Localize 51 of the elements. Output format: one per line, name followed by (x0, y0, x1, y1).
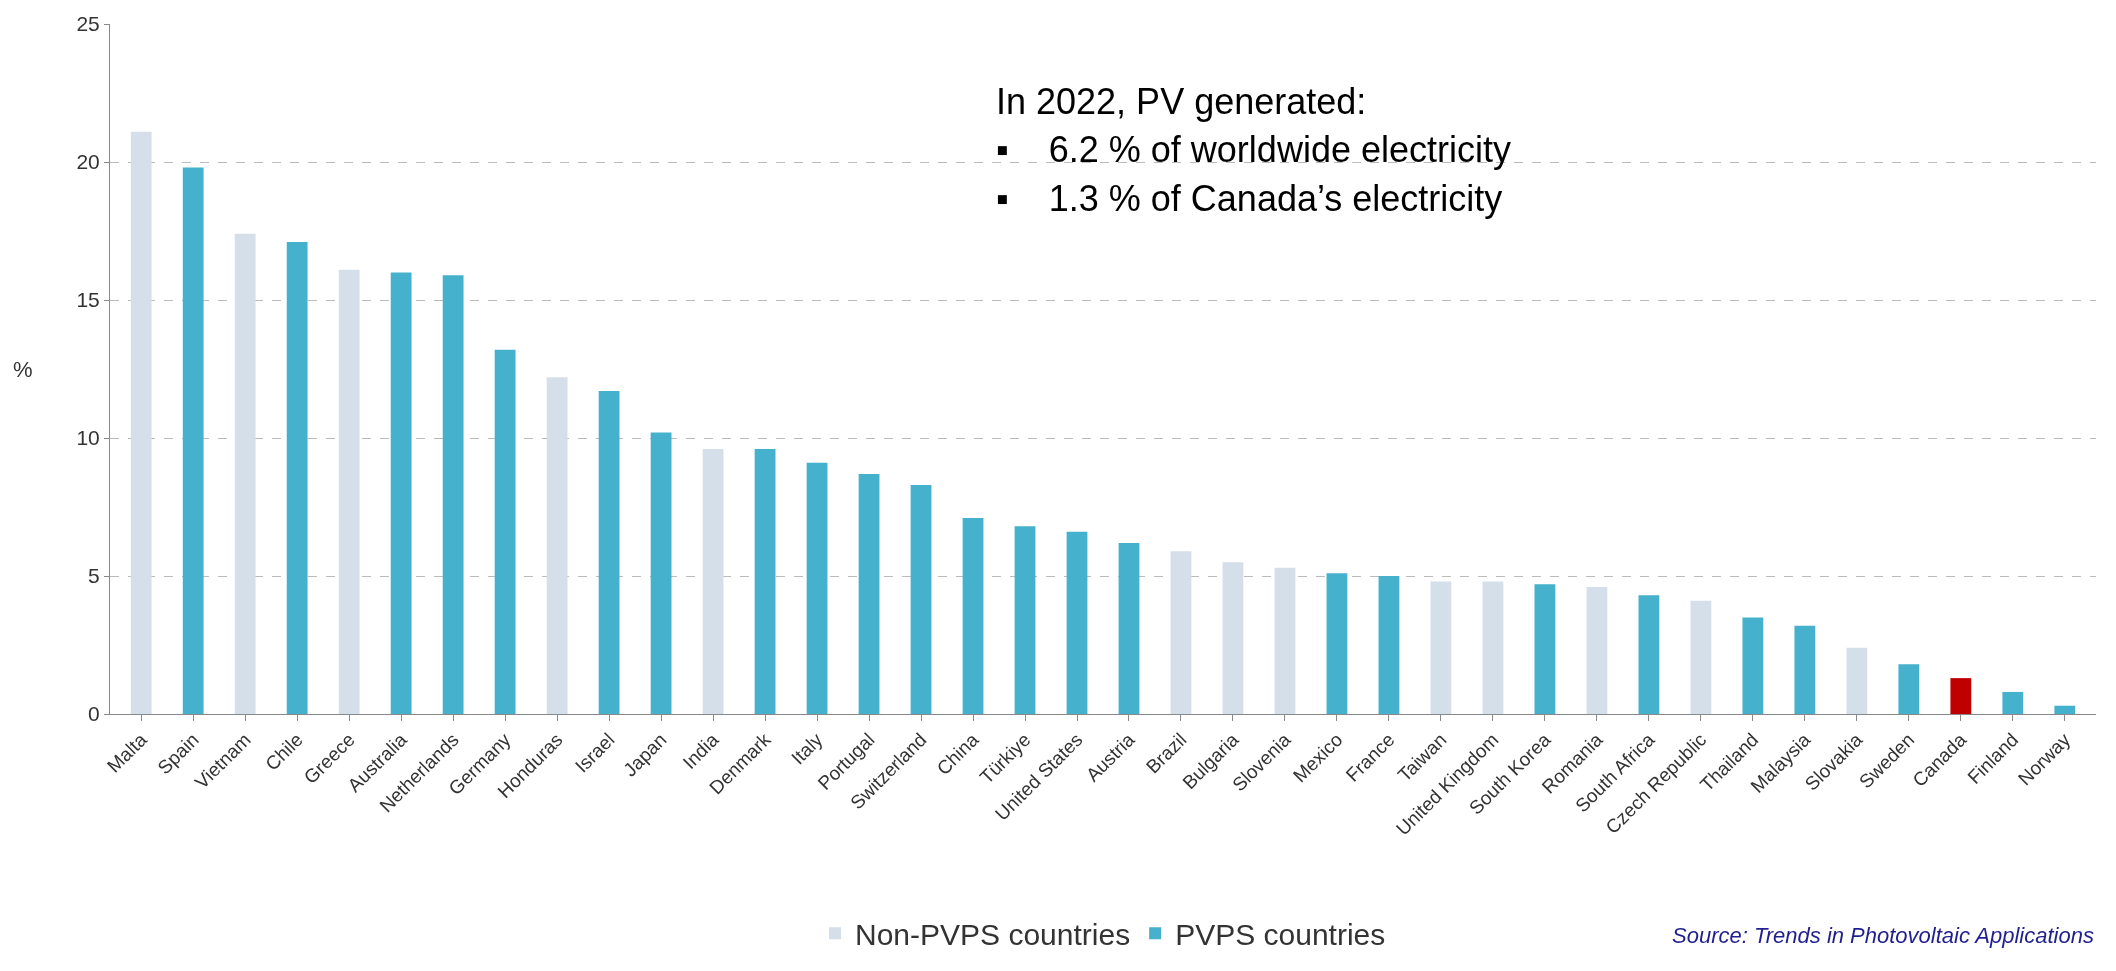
y-tick-label: 25 (76, 12, 100, 36)
bar (1638, 595, 1660, 714)
bar (1066, 531, 1088, 714)
bar (494, 349, 516, 714)
source-note: Source: Trends in Photovoltaic Applications (1672, 923, 2094, 948)
legend-label: PVPS countries (1175, 917, 1386, 951)
bar (390, 272, 412, 714)
bar (1898, 664, 1920, 714)
bar (1274, 567, 1296, 714)
bar (1430, 581, 1452, 714)
bar (2054, 705, 2076, 714)
bar (1846, 647, 1868, 714)
y-tick-label: 15 (76, 288, 100, 312)
bar (702, 449, 724, 714)
annotation: ▪ 1.3 % of Canada’s electricity (996, 178, 1503, 219)
bar (1378, 576, 1400, 714)
bar (2002, 691, 2024, 714)
bar (1170, 551, 1192, 714)
bar (598, 391, 620, 714)
y-axis-title: % (13, 357, 33, 382)
bar (962, 518, 984, 714)
bar (1014, 526, 1036, 714)
bar (546, 377, 568, 714)
bar (1222, 562, 1244, 714)
bar (806, 462, 828, 714)
bar (1794, 625, 1816, 714)
bar (1482, 581, 1504, 714)
y-tick-label: 10 (76, 426, 100, 450)
bar (182, 167, 204, 714)
y-tick-label: 5 (88, 564, 100, 588)
bar (130, 131, 152, 714)
legend-label: Non-PVPS countries (855, 917, 1131, 951)
annotation: ▪ 6.2 % of worldwide electricity (996, 129, 1511, 170)
bar (650, 432, 672, 714)
bar (1690, 600, 1712, 714)
bar (1118, 542, 1140, 714)
annotation: In 2022, PV generated: (996, 81, 1367, 122)
bar (286, 242, 308, 714)
bar (1742, 617, 1764, 714)
bar (1950, 678, 1972, 714)
bar (234, 233, 256, 714)
bar (442, 275, 464, 714)
bar (754, 449, 776, 714)
y-tick-label: 20 (76, 150, 100, 174)
bar (1534, 584, 1556, 714)
bar (858, 473, 880, 714)
bar (1326, 573, 1348, 714)
bar (1586, 587, 1608, 714)
y-tick-label: 0 (88, 702, 100, 726)
bar (910, 484, 932, 714)
bar (338, 269, 360, 714)
